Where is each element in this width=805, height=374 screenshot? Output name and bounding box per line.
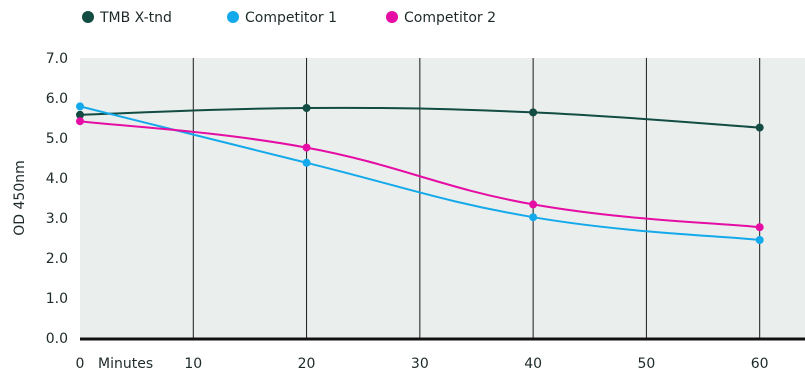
series-tmb-x-tnd: [76, 104, 764, 132]
x-tick-label: 0: [76, 356, 85, 372]
legend-label: Competitor 2: [404, 10, 496, 26]
x-tick-label: 50: [637, 356, 655, 372]
y-tick-label: 0.0: [46, 331, 68, 347]
series-layer: [76, 102, 764, 244]
data-point: [76, 117, 84, 126]
legend: TMB X-tnd Competitor 1 Competitor 2: [82, 10, 496, 26]
data-point: [755, 236, 764, 244]
y-axis-title: OD 450nm: [12, 160, 28, 235]
x-tick-label: 40: [524, 356, 542, 372]
legend-swatch: [227, 11, 239, 23]
legend-label: TMB X-tnd: [99, 10, 172, 26]
legend-label: Competitor 1: [245, 10, 337, 26]
x-tick-label: 10: [184, 356, 202, 372]
data-point: [529, 200, 538, 209]
data-point: [76, 110, 84, 119]
series-line: [79, 120, 760, 229]
y-tick-label: 4.0: [46, 171, 68, 187]
data-point: [302, 104, 311, 112]
legend-swatch: [386, 11, 398, 23]
data-point: [755, 223, 764, 232]
legend-swatch: [82, 11, 94, 23]
x-axis-unit-label: Minutes: [98, 356, 153, 372]
series-line: [79, 106, 760, 129]
y-tick-label: 2.0: [46, 251, 68, 267]
x-axis-tick-labels: 0 10 20 30 40 50 60: [76, 356, 769, 372]
data-point: [529, 108, 538, 117]
data-point: [302, 143, 311, 152]
data-point: [755, 123, 764, 132]
y-tick-label: 1.0: [46, 291, 68, 307]
y-tick-label: 3.0: [46, 211, 68, 227]
legend-item: TMB X-tnd: [82, 10, 172, 26]
data-point: [529, 213, 538, 222]
legend-item: Competitor 1: [227, 10, 337, 26]
x-tick-label: 60: [751, 356, 769, 372]
y-axis-tick-labels: 0.0 1.0 2.0 3.0 4.0 5.0 6.0 7.0: [46, 51, 68, 347]
x-tick-label: 30: [411, 356, 429, 372]
legend-item: Competitor 2: [386, 10, 496, 26]
y-tick-label: 6.0: [46, 91, 68, 107]
y-tick-label: 5.0: [46, 131, 68, 147]
series-competitor-2: [76, 117, 764, 232]
data-point: [76, 102, 84, 111]
data-point: [302, 158, 311, 167]
y-tick-label: 7.0: [46, 51, 68, 67]
x-tick-label: 20: [298, 356, 316, 372]
